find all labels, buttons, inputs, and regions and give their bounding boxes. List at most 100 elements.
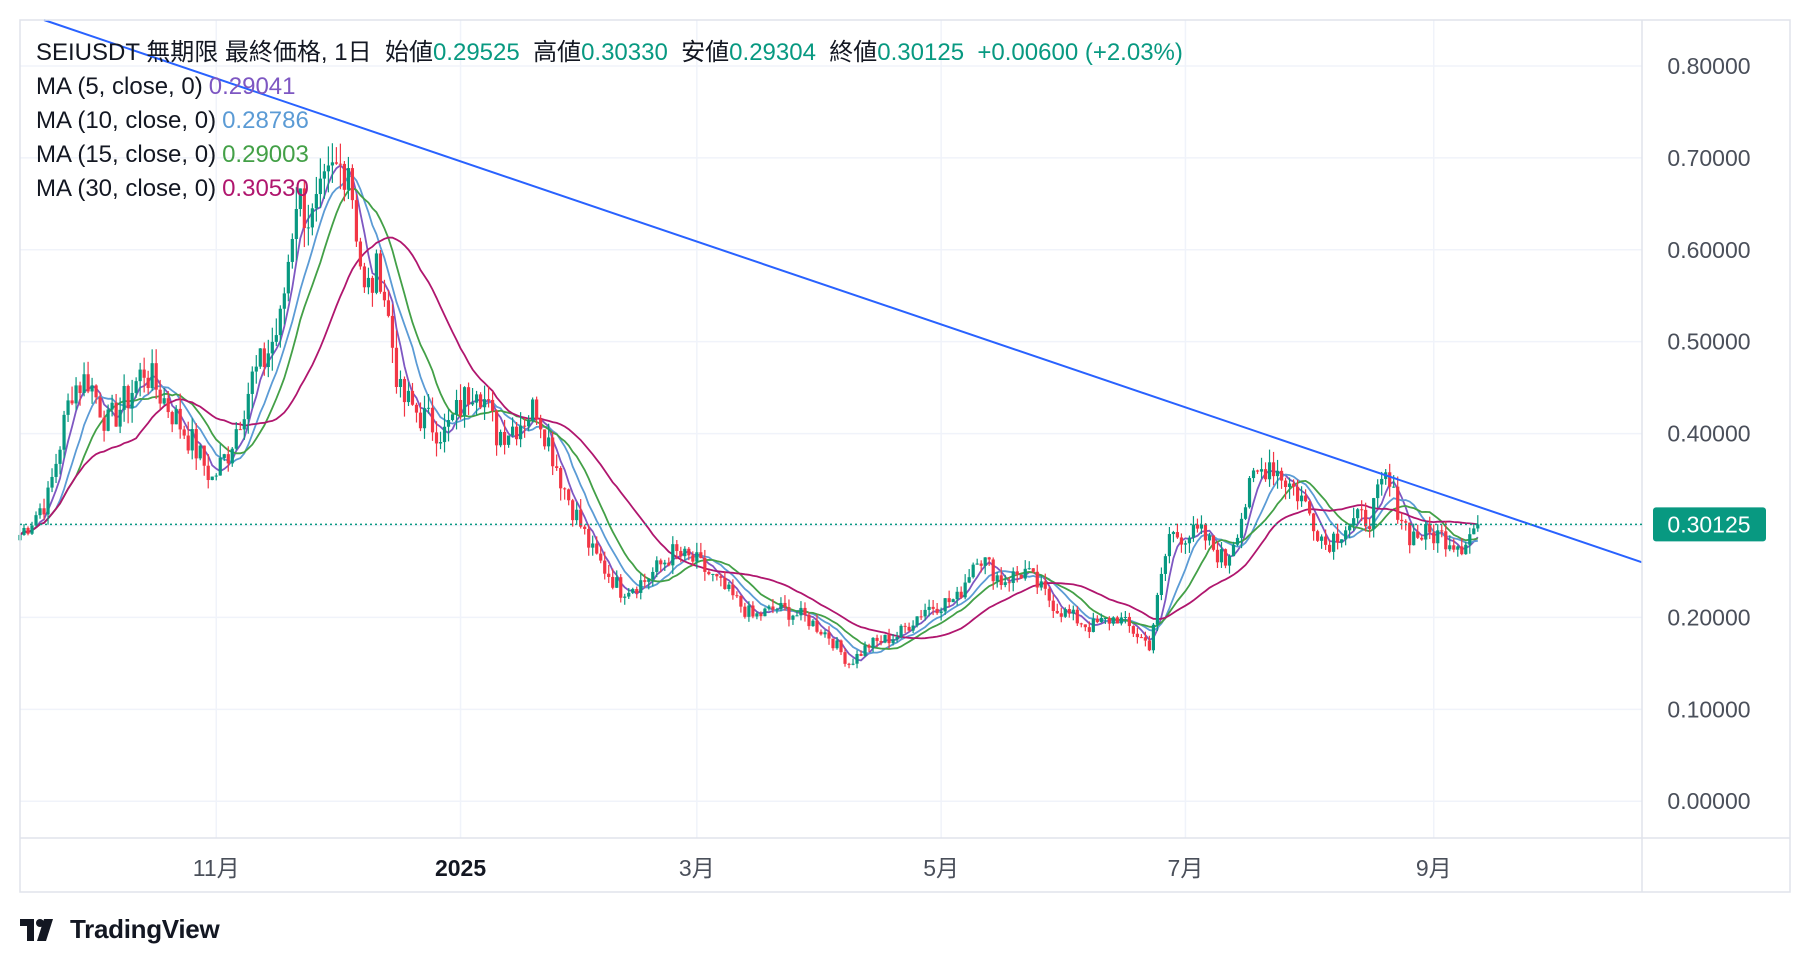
candle-body [218, 457, 222, 476]
candle [951, 598, 955, 603]
candle-body [1328, 544, 1332, 552]
candle [1428, 516, 1432, 540]
candle-body [735, 595, 739, 597]
candle [494, 409, 499, 456]
candle-body [915, 616, 919, 626]
ma10-row[interactable]: MA (10, close, 0) 0.28786 [36, 104, 1183, 138]
candle [511, 417, 515, 438]
candle [995, 571, 999, 588]
open-label: 始値 [384, 39, 433, 66]
moving-average-lines [19, 164, 1479, 662]
ma30-row[interactable]: MA (30, close, 0) 0.30530 [36, 172, 1183, 206]
candle-body [587, 528, 591, 548]
candle [82, 362, 86, 397]
y-tick-label: 0.00000 [1667, 788, 1750, 814]
candle-body [615, 577, 619, 588]
candle [623, 593, 627, 605]
candle [1235, 534, 1240, 547]
candle-body [795, 615, 799, 617]
candle-body [190, 429, 194, 451]
candle-body [739, 595, 743, 607]
candle-body [62, 414, 66, 450]
candle-body [1251, 470, 1256, 479]
candle [334, 147, 338, 165]
candle-body [230, 448, 234, 464]
tradingview-brand[interactable]: TradingView [20, 914, 220, 945]
candle-body [170, 412, 174, 425]
candle-body [346, 168, 351, 190]
candle [975, 558, 979, 565]
candle-body [931, 606, 935, 609]
candle [386, 290, 391, 318]
candle-body [1388, 472, 1392, 487]
candle-body [382, 291, 387, 301]
low-label: 安値 [681, 39, 730, 66]
candle [274, 318, 278, 347]
candle [314, 176, 318, 222]
candle [1111, 616, 1115, 626]
candle-body [194, 429, 198, 459]
candle-body [507, 435, 511, 445]
candle-body [599, 553, 603, 561]
candle [663, 559, 667, 571]
candle [715, 573, 719, 581]
candle [158, 379, 162, 410]
candle [607, 564, 611, 584]
candle-body [1332, 533, 1336, 552]
candle-body [330, 162, 334, 166]
candle-body [370, 277, 375, 293]
time-axis: 11月 2025 3月 5月 7月 9月 [193, 855, 1452, 881]
candle-body [595, 543, 599, 554]
candle [1448, 535, 1452, 552]
candle [166, 390, 170, 418]
candle [258, 348, 262, 369]
candle [482, 385, 487, 420]
candle [1151, 622, 1155, 654]
candle-body [118, 409, 122, 427]
candle [551, 431, 555, 476]
candle-body [166, 398, 170, 413]
candle-body [771, 606, 775, 610]
candle-body [935, 608, 939, 614]
y-tick-label: 0.50000 [1667, 329, 1750, 355]
candle-body [306, 227, 310, 229]
candle [755, 611, 759, 620]
candle [547, 423, 551, 452]
candle-body [1416, 531, 1420, 538]
candle-body [250, 371, 254, 394]
candle [234, 422, 238, 451]
candle-body [138, 369, 142, 382]
candle-body [635, 589, 639, 593]
candle-body [887, 634, 891, 644]
candle [619, 574, 623, 603]
candle [763, 607, 767, 617]
candle-body [1259, 469, 1264, 472]
candle [939, 607, 943, 621]
candle-body [1163, 556, 1168, 574]
candle [330, 143, 334, 183]
candle [374, 249, 379, 295]
candle-body [527, 420, 531, 427]
candle-body [1364, 509, 1368, 527]
candle-body [470, 402, 475, 405]
candle [1091, 612, 1095, 633]
ma15-row[interactable]: MA (15, close, 0) 0.29003 [36, 138, 1183, 172]
candle [1251, 467, 1256, 483]
ma5-row[interactable]: MA (5, close, 0) 0.29041 [36, 70, 1183, 104]
candle [1119, 612, 1123, 626]
candle-body [627, 592, 631, 597]
candle-body [378, 253, 383, 292]
candle-body [286, 261, 290, 294]
candle [535, 396, 539, 426]
candle [466, 382, 471, 415]
candle-body [1151, 624, 1155, 651]
candle-body [987, 557, 991, 560]
candle-body [290, 238, 294, 262]
candle-body [1059, 613, 1063, 617]
candle-body [78, 385, 82, 394]
candle-body [434, 432, 439, 444]
candle [683, 546, 687, 561]
candle-body [1107, 617, 1111, 624]
candle-body [1187, 537, 1192, 544]
